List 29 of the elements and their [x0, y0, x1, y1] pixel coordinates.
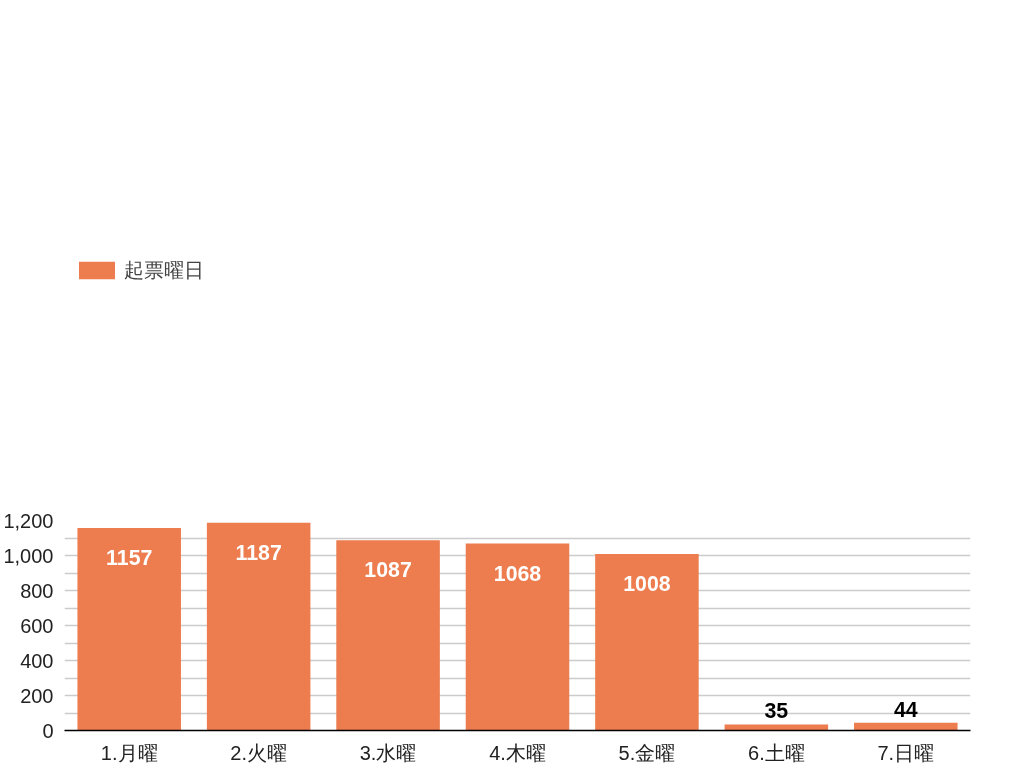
- bar: [465, 543, 570, 731]
- x-tick-label: 3.水曜: [359, 741, 417, 764]
- x-tick-label: 7.日曜: [877, 741, 935, 764]
- y-tick-label: 800: [20, 579, 54, 602]
- bar: [854, 722, 958, 731]
- x-tick-label: 5.金曜: [618, 741, 676, 764]
- legend-label: 起票曜日: [124, 257, 204, 283]
- y-tick-label: 600: [20, 614, 54, 637]
- x-tick-label: 4.木曜: [489, 741, 546, 764]
- y-tick-label: 1,200: [3, 509, 54, 532]
- x-tick-label: 6.土曜: [748, 741, 805, 764]
- bar: [77, 528, 181, 731]
- data-label: 1087: [364, 558, 412, 583]
- data-label: 35: [764, 699, 789, 724]
- data-label: 1157: [106, 546, 153, 571]
- y-tick-label: 0: [42, 719, 54, 742]
- y-tick-label: 1,000: [3, 544, 54, 567]
- bar: [206, 522, 311, 731]
- bar: [336, 540, 440, 731]
- y-tick-label: 200: [20, 684, 54, 707]
- x-tick-label: 2.火曜: [230, 741, 287, 764]
- data-label: 1068: [493, 561, 542, 586]
- bar: [595, 554, 699, 731]
- bar: [724, 724, 829, 731]
- y-tick-label: 400: [20, 649, 54, 672]
- data-label: 1187: [235, 540, 282, 565]
- data-label: 1008: [623, 572, 671, 597]
- data-label: 44: [893, 697, 918, 722]
- x-tick-label: 1.月曜: [100, 741, 158, 764]
